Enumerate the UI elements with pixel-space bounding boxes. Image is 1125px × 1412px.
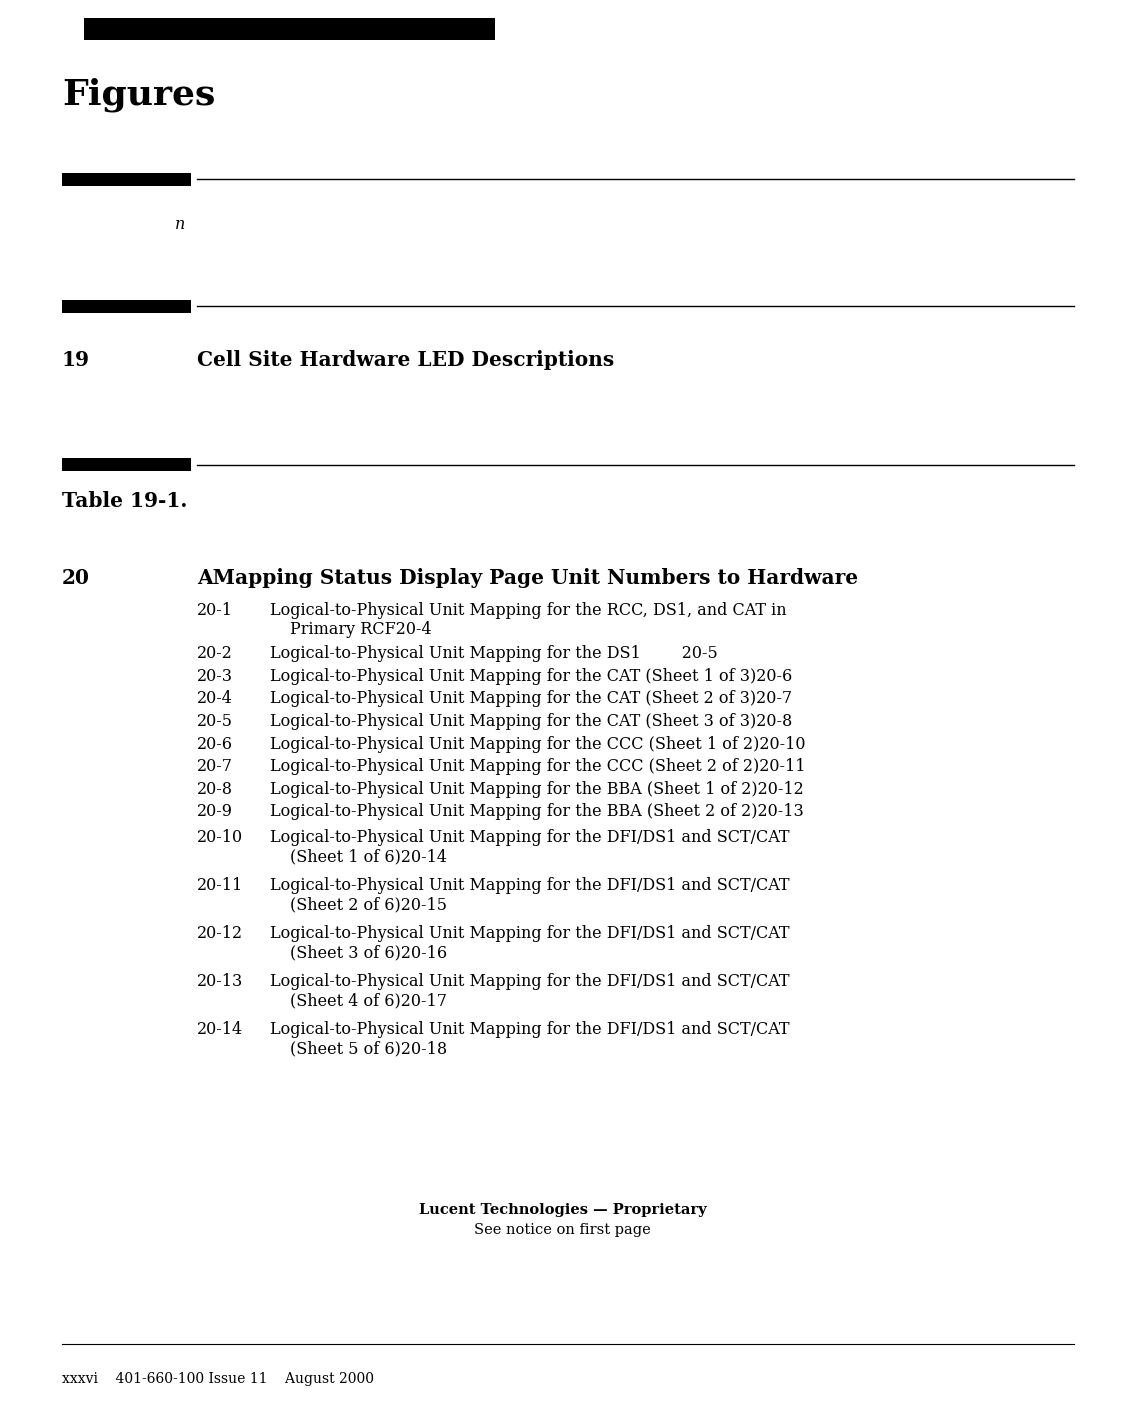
Text: (Sheet 1 of 6)20-14: (Sheet 1 of 6)20-14 xyxy=(290,849,448,866)
Text: AMapping Status Display Page Unit Numbers to Hardware: AMapping Status Display Page Unit Number… xyxy=(197,568,858,587)
Bar xyxy=(62,457,191,472)
Text: 20-9: 20-9 xyxy=(197,803,233,820)
Text: (Sheet 2 of 6)20-15: (Sheet 2 of 6)20-15 xyxy=(290,897,448,914)
Text: Logical-to-Physical Unit Mapping for the CAT (Sheet 1 of 3)20-6: Logical-to-Physical Unit Mapping for the… xyxy=(270,668,792,685)
Text: Logical-to-Physical Unit Mapping for the DFI/DS1 and SCT/CAT: Logical-to-Physical Unit Mapping for the… xyxy=(270,973,790,990)
Text: Cell Site Hardware LED Descriptions: Cell Site Hardware LED Descriptions xyxy=(197,350,614,370)
Text: Logical-to-Physical Unit Mapping for the DS1        20-5: Logical-to-Physical Unit Mapping for the… xyxy=(270,645,718,662)
Bar xyxy=(84,17,495,40)
Text: 20-10: 20-10 xyxy=(197,829,243,846)
Text: (Sheet 5 of 6)20-18: (Sheet 5 of 6)20-18 xyxy=(290,1041,448,1058)
Text: 20-7: 20-7 xyxy=(197,758,233,775)
Text: 20-2: 20-2 xyxy=(197,645,233,662)
Text: Figures: Figures xyxy=(62,78,215,112)
Text: Logical-to-Physical Unit Mapping for the CCC (Sheet 2 of 2)20-11: Logical-to-Physical Unit Mapping for the… xyxy=(270,758,806,775)
Bar xyxy=(62,172,191,185)
Text: 20: 20 xyxy=(62,568,90,587)
Text: 20-13: 20-13 xyxy=(197,973,243,990)
Text: Logical-to-Physical Unit Mapping for the DFI/DS1 and SCT/CAT: Logical-to-Physical Unit Mapping for the… xyxy=(270,1021,790,1038)
Text: Logical-to-Physical Unit Mapping for the DFI/DS1 and SCT/CAT: Logical-to-Physical Unit Mapping for the… xyxy=(270,829,790,846)
Text: 20-6: 20-6 xyxy=(197,736,233,753)
Text: Logical-to-Physical Unit Mapping for the BBA (Sheet 1 of 2)20-12: Logical-to-Physical Unit Mapping for the… xyxy=(270,781,803,798)
Text: 20-5: 20-5 xyxy=(197,713,233,730)
Text: (Sheet 3 of 6)20-16: (Sheet 3 of 6)20-16 xyxy=(290,945,448,962)
Text: Logical-to-Physical Unit Mapping for the CAT (Sheet 2 of 3)20-7: Logical-to-Physical Unit Mapping for the… xyxy=(270,690,792,707)
Text: Logical-to-Physical Unit Mapping for the BBA (Sheet 2 of 2)20-13: Logical-to-Physical Unit Mapping for the… xyxy=(270,803,803,820)
Bar xyxy=(62,299,191,313)
Text: Primary RCF20-4: Primary RCF20-4 xyxy=(290,621,432,638)
Text: Logical-to-Physical Unit Mapping for the DFI/DS1 and SCT/CAT: Logical-to-Physical Unit Mapping for the… xyxy=(270,925,790,942)
Text: 20-12: 20-12 xyxy=(197,925,243,942)
Text: Lucent Technologies — Proprietary: Lucent Technologies — Proprietary xyxy=(418,1203,706,1217)
Text: 20-8: 20-8 xyxy=(197,781,233,798)
Text: 20-3: 20-3 xyxy=(197,668,233,685)
Text: 19: 19 xyxy=(62,350,90,370)
Text: See notice on first page: See notice on first page xyxy=(474,1223,651,1237)
Text: Logical-to-Physical Unit Mapping for the CCC (Sheet 1 of 2)20-10: Logical-to-Physical Unit Mapping for the… xyxy=(270,736,806,753)
Text: xxxvi    401-660-100 Issue 11    August 2000: xxxvi 401-660-100 Issue 11 August 2000 xyxy=(62,1372,374,1387)
Text: 20-1: 20-1 xyxy=(197,602,233,618)
Text: Table 19-1.: Table 19-1. xyxy=(62,491,187,511)
Text: 20-14: 20-14 xyxy=(197,1021,243,1038)
Text: 20-11: 20-11 xyxy=(197,877,243,894)
Text: Logical-to-Physical Unit Mapping for the CAT (Sheet 3 of 3)20-8: Logical-to-Physical Unit Mapping for the… xyxy=(270,713,792,730)
Text: (Sheet 4 of 6)20-17: (Sheet 4 of 6)20-17 xyxy=(290,993,448,1010)
Text: n: n xyxy=(174,216,184,233)
Text: Logical-to-Physical Unit Mapping for the RCC, DS1, and CAT in: Logical-to-Physical Unit Mapping for the… xyxy=(270,602,786,618)
Text: 20-4: 20-4 xyxy=(197,690,233,707)
Text: Logical-to-Physical Unit Mapping for the DFI/DS1 and SCT/CAT: Logical-to-Physical Unit Mapping for the… xyxy=(270,877,790,894)
